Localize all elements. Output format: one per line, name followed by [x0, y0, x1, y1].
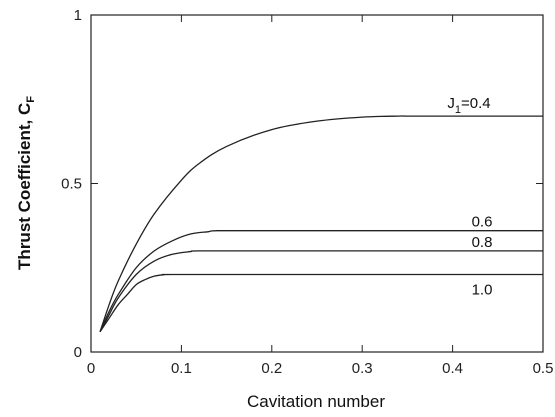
y-axis-title: Thrust Coefficient, CF: [15, 96, 37, 270]
axis-ticks: [90, 14, 544, 353]
curve-label-0: J1=0.4: [447, 95, 490, 116]
x-tick-label: 0: [87, 360, 95, 377]
curve-line-2: [99, 250, 543, 333]
y-axis-title-main: Thrust Coefficient, C: [15, 103, 34, 270]
x-tick-label: 0.5: [533, 360, 554, 377]
y-axis-title-subscript: F: [25, 96, 37, 103]
plot-frame: [90, 14, 544, 353]
curve-label-3: 1.0: [472, 281, 493, 298]
x-tick-label: 0.1: [171, 360, 192, 377]
y-tick-label: 0: [74, 344, 82, 361]
curve-line-3: [99, 273, 543, 333]
curve-labels: J1=0.4 0.6 0.8 1.0: [447, 95, 492, 298]
curve-line-0: [99, 115, 544, 332]
x-tick-label: 0.3: [352, 360, 373, 377]
y-tick-label: 0.5: [61, 176, 82, 193]
y-tick-label: 1: [74, 7, 82, 24]
curve-label-2: 0.8: [472, 234, 493, 251]
x-tick-label: 0.2: [261, 360, 282, 377]
curve-line-1: [99, 229, 543, 333]
curve-label-1: 0.6: [472, 214, 493, 231]
curve-label-value: =0.4: [461, 95, 491, 112]
curve-label-subscript: 1: [455, 104, 461, 116]
curve-label-main: J: [447, 95, 455, 112]
curves: [99, 115, 544, 333]
x-axis-title: Cavitation number: [247, 392, 385, 411]
x-tick-label: 0.4: [442, 360, 463, 377]
tick-labels: 0 0.1 0.2 0.3 0.4 0.5 0 0.5 1: [61, 7, 553, 377]
